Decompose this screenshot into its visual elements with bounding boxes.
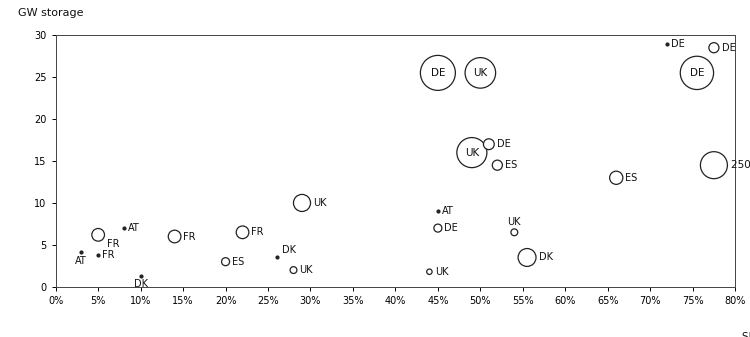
Ellipse shape xyxy=(465,58,496,88)
Text: DE: DE xyxy=(445,223,458,233)
Ellipse shape xyxy=(434,224,442,232)
Ellipse shape xyxy=(290,267,297,274)
Text: DK: DK xyxy=(538,252,553,263)
Ellipse shape xyxy=(457,137,487,167)
Text: Share Volatile
Renewables: Share Volatile Renewables xyxy=(742,332,750,337)
Ellipse shape xyxy=(680,56,713,90)
Ellipse shape xyxy=(709,43,719,53)
Ellipse shape xyxy=(700,152,727,179)
Ellipse shape xyxy=(421,55,455,90)
Ellipse shape xyxy=(511,229,518,236)
Ellipse shape xyxy=(492,160,502,170)
Ellipse shape xyxy=(610,171,622,184)
Ellipse shape xyxy=(236,226,249,239)
Text: FR: FR xyxy=(102,250,115,260)
Text: 250 GWh: 250 GWh xyxy=(730,160,750,170)
Text: UK: UK xyxy=(313,198,326,208)
Text: DK: DK xyxy=(282,245,296,255)
Text: GW storage: GW storage xyxy=(18,7,84,18)
Ellipse shape xyxy=(427,269,432,274)
Text: UK: UK xyxy=(465,148,479,158)
Text: UK: UK xyxy=(508,217,521,227)
Ellipse shape xyxy=(168,230,181,243)
Text: DE: DE xyxy=(430,68,445,78)
Text: ES: ES xyxy=(232,257,244,267)
Text: ES: ES xyxy=(505,160,518,170)
Text: UK: UK xyxy=(473,68,488,78)
Ellipse shape xyxy=(484,139,494,150)
Ellipse shape xyxy=(293,194,310,212)
Text: AT: AT xyxy=(75,256,87,266)
Text: AT: AT xyxy=(442,206,454,216)
Text: AT: AT xyxy=(128,223,140,233)
Ellipse shape xyxy=(518,248,536,267)
Text: FR: FR xyxy=(251,227,264,237)
Text: DE: DE xyxy=(722,43,735,53)
Text: FR: FR xyxy=(184,232,196,242)
Ellipse shape xyxy=(92,228,104,241)
Text: FR: FR xyxy=(107,239,119,249)
Text: ES: ES xyxy=(626,173,638,183)
Text: DE: DE xyxy=(690,68,704,78)
Ellipse shape xyxy=(221,258,230,266)
Text: DE: DE xyxy=(496,139,511,149)
Text: UK: UK xyxy=(435,267,448,277)
Text: DK: DK xyxy=(134,279,148,289)
Text: UK: UK xyxy=(299,265,313,275)
Text: DE: DE xyxy=(671,38,685,49)
